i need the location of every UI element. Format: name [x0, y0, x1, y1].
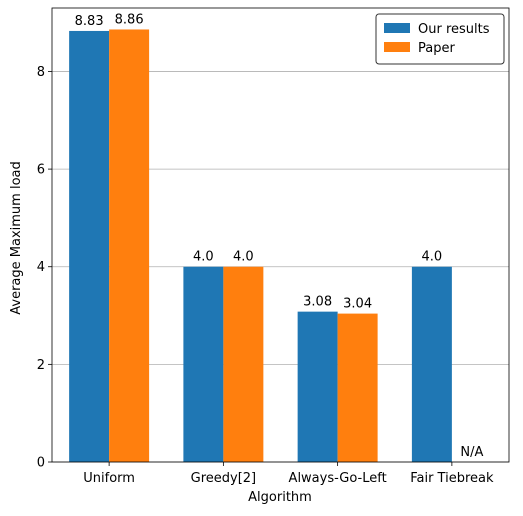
- legend-swatch: [384, 23, 410, 33]
- plot-frame: [51, 7, 510, 463]
- bar-our-results: [183, 266, 224, 462]
- data-label: 4.0: [193, 250, 214, 265]
- y-ticks: 0 2 4 6 8: [37, 65, 52, 471]
- legend-label: Paper: [418, 41, 455, 56]
- bar-our-results: [297, 311, 338, 462]
- data-label: N/A: [460, 445, 483, 460]
- bars: [69, 29, 452, 462]
- bar-paper: [109, 29, 150, 462]
- legend-swatch: [384, 42, 410, 52]
- data-label: 8.86: [115, 12, 144, 27]
- legend-label: Our results: [418, 22, 490, 37]
- x-tick-label: Fair Tiebreak: [410, 471, 494, 486]
- data-label: 3.08: [303, 295, 332, 310]
- bar-our-results: [69, 30, 110, 462]
- x-tick-label: Always-Go-Left: [289, 471, 387, 486]
- data-labels: 8.83 8.86 4.0 4.0 3.08 3.04 4.0 N/A: [75, 12, 484, 460]
- data-label: 4.0: [422, 250, 443, 265]
- x-ticks: Uniform Greedy[2] Always-Go-Left Fair Tiebr…: [83, 462, 494, 486]
- y-tick-label: 8: [37, 65, 45, 80]
- legend: Our results Paper: [375, 13, 505, 65]
- axes: [51, 7, 510, 463]
- bar-our-results: [411, 266, 452, 462]
- x-tick-label: Greedy[2]: [191, 471, 257, 486]
- bar-paper: [223, 266, 264, 462]
- data-label: 4.0: [233, 250, 254, 265]
- y-tick-label: 2: [37, 358, 45, 373]
- y-axis-label: Average Maximum load: [9, 161, 24, 315]
- x-tick-label: Uniform: [83, 471, 135, 486]
- data-label: 8.83: [75, 14, 104, 29]
- x-axis-label: Algorithm: [248, 490, 312, 505]
- y-tick-label: 0: [37, 456, 45, 471]
- y-tick-label: 6: [37, 163, 45, 178]
- bar-paper: [337, 313, 378, 462]
- data-label: 3.04: [343, 297, 372, 312]
- y-tick-label: 4: [37, 260, 45, 275]
